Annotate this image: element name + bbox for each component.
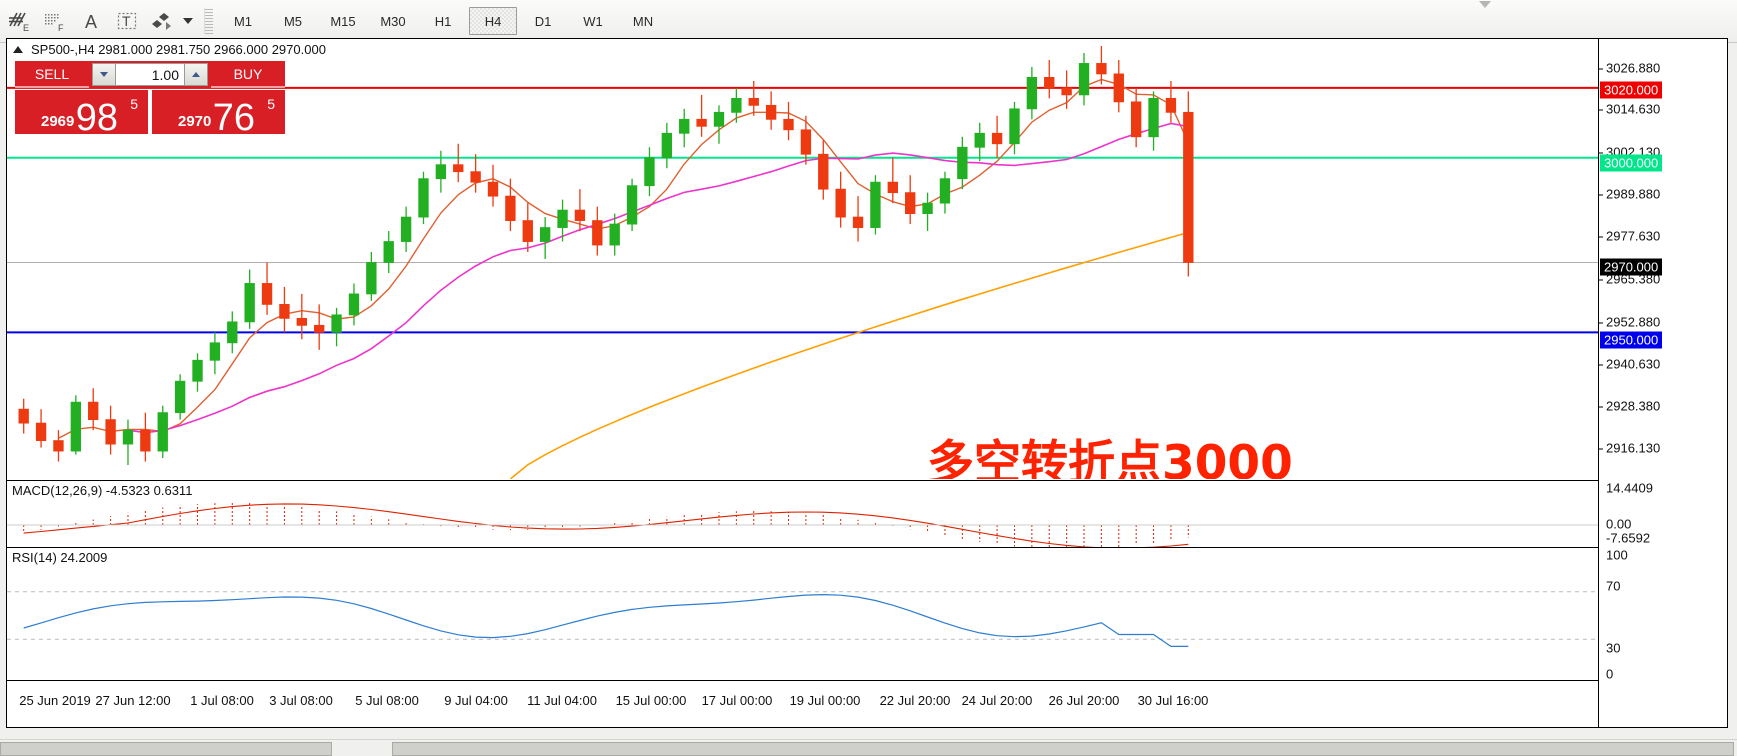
sell-price-prefix: 2969 xyxy=(41,113,75,130)
svg-text:E: E xyxy=(23,23,29,33)
objects-dropdown-caret-icon[interactable] xyxy=(180,6,196,36)
price-tick-label: 2940.630 xyxy=(1598,356,1661,372)
sell-price-quote[interactable]: 2969 98 5 xyxy=(15,90,148,139)
buy-price-fraction: 5 xyxy=(267,96,275,112)
timeframe-button-m30[interactable]: M30 xyxy=(380,13,406,29)
indicator-list-icon[interactable]: E xyxy=(2,6,36,36)
time-tick-label: 11 Jul 04:00 xyxy=(527,693,597,708)
chart-symbol-header: SP500-,H4 2981.000 2981.750 2966.000 297… xyxy=(13,42,326,57)
chart-annotation-text: 多空转折点3000 xyxy=(927,436,1293,479)
rsi-scale-label: 100 xyxy=(1606,547,1628,563)
text-tool-icon[interactable]: A xyxy=(74,6,108,36)
price-tick-label: 2928.380 xyxy=(1598,398,1661,414)
horizontal-scrollbar[interactable] xyxy=(0,739,1737,756)
svg-text:T: T xyxy=(122,13,131,29)
time-tick-label: 17 Jul 00:00 xyxy=(701,693,773,708)
timeframe-group: M1 M5 M15 M30 H1 H4 D1 W1 MN xyxy=(219,7,669,35)
rsi-label: RSI(14) 24.2009 xyxy=(12,550,108,565)
toolbar-separator xyxy=(204,8,213,34)
volume-increment-button[interactable] xyxy=(184,63,208,86)
candlestick-canvas xyxy=(7,45,1598,479)
time-tick-label: 25 Jun 2019 xyxy=(19,693,91,708)
timeframe-button-m15[interactable]: M15 xyxy=(330,13,356,29)
time-tick-label: 27 Jun 12:00 xyxy=(95,693,171,708)
time-axis[interactable]: 25 Jun 2019 27 Jun 12:00 1 Jul 08:00 3 Jul … xyxy=(7,680,1598,727)
macd-scale-label: -7.6592 xyxy=(1606,530,1651,546)
scrollbar-thumb-left[interactable] xyxy=(0,742,332,756)
timeframe-button-d1[interactable]: D1 xyxy=(534,13,552,29)
crosshair-grid-icon[interactable]: F xyxy=(38,6,72,36)
price-tick-label: 2952.880 xyxy=(1598,314,1661,330)
price-tick-label: 2977.630 xyxy=(1598,228,1661,244)
one-click-trading-header: SELL 1.00 BUY xyxy=(15,61,285,88)
timeframe-button-m5[interactable]: M5 xyxy=(283,13,303,29)
price-tick-label: 3026.880 xyxy=(1598,60,1661,76)
chart-header-text: SP500-,H4 2981.000 2981.750 2966.000 297… xyxy=(31,42,326,57)
objects-tool-icon[interactable] xyxy=(146,6,180,36)
timeframe-button-mn[interactable]: MN xyxy=(632,13,654,29)
time-tick-label: 30 Jul 16:00 xyxy=(1137,693,1209,708)
one-click-trading-panel[interactable]: SELL 1.00 BUY 2969 98 5 2970 76 5 xyxy=(15,61,285,139)
timeframe-button-h1[interactable]: H1 xyxy=(434,13,452,29)
buy-button[interactable]: BUY xyxy=(211,61,285,88)
price-axis[interactable]: 3026.880 3014.630 3002.130 2989.880 2977.630… xyxy=(1598,39,1727,727)
time-tick-label: 26 Jul 20:00 xyxy=(1048,693,1120,708)
price-tick-label: 2916.130 xyxy=(1598,440,1661,456)
sell-button[interactable]: SELL xyxy=(15,61,89,88)
macd-pane[interactable]: MACD(12,26,9) -4.5323 0.6311 xyxy=(7,480,1598,547)
sell-price-main: 98 xyxy=(75,97,118,139)
macd-scale-label: 0.00 xyxy=(1606,516,1632,532)
rsi-canvas xyxy=(7,591,1598,648)
price-tick-label: 2989.880 xyxy=(1598,186,1661,202)
rsi-scale-label: 0 xyxy=(1606,666,1614,682)
time-tick-label: 5 Jul 08:00 xyxy=(355,693,419,708)
collapse-triangle-icon[interactable] xyxy=(13,46,23,53)
time-tick-label: 19 Jul 00:00 xyxy=(789,693,861,708)
macd-scale-label: 14.4409 xyxy=(1606,480,1653,496)
time-tick-label: 9 Jul 04:00 xyxy=(444,693,508,708)
rsi-pane[interactable]: RSI(14) 24.2009 xyxy=(7,547,1598,681)
macd-canvas xyxy=(7,502,1598,547)
price-tick-label: 3014.630 xyxy=(1598,101,1661,117)
time-tick-label: 24 Jul 20:00 xyxy=(961,693,1033,708)
time-tick-label: 15 Jul 00:00 xyxy=(615,693,687,708)
price-level-chip[interactable]: 2950.000 xyxy=(1600,331,1663,349)
time-tick-label: 1 Jul 08:00 xyxy=(190,693,254,708)
price-level-chip[interactable]: 3020.000 xyxy=(1600,81,1663,99)
panel-collapse-icon[interactable] xyxy=(1479,1,1491,8)
timeframe-button-h4[interactable]: H4 xyxy=(469,7,517,35)
sell-price-fraction: 5 xyxy=(130,96,138,112)
main-toolbar: E F A xyxy=(0,0,1737,43)
rsi-scale-label: 70 xyxy=(1606,578,1621,594)
time-tick-label: 3 Jul 08:00 xyxy=(269,693,333,708)
text-label-tool-icon[interactable]: T xyxy=(110,6,144,36)
price-level-chip[interactable]: 2970.000 xyxy=(1600,258,1663,276)
price-level-chip[interactable]: 3000.000 xyxy=(1600,154,1663,172)
buy-price-prefix: 2970 xyxy=(178,113,212,130)
buy-price-main: 76 xyxy=(212,97,255,139)
price-quotes-row: 2969 98 5 2970 76 5 xyxy=(15,90,285,139)
volume-decrement-button[interactable] xyxy=(92,63,116,86)
macd-label: MACD(12,26,9) -4.5323 0.6311 xyxy=(12,483,193,498)
price-pane[interactable]: 多空转折点3000 xyxy=(7,39,1598,479)
svg-text:F: F xyxy=(58,23,64,33)
time-tick-label: 22 Jul 20:00 xyxy=(879,693,951,708)
chart-window[interactable]: SP500-,H4 2981.000 2981.750 2966.000 297… xyxy=(6,38,1728,728)
svg-text:A: A xyxy=(85,12,97,32)
buy-price-quote[interactable]: 2970 76 5 xyxy=(152,90,285,139)
timeframe-button-m1[interactable]: M1 xyxy=(233,13,253,29)
timeframe-button-w1[interactable]: W1 xyxy=(583,13,603,29)
scrollbar-thumb-main[interactable] xyxy=(392,742,1734,756)
rsi-scale-label: 30 xyxy=(1606,640,1621,656)
volume-input[interactable]: 1.00 xyxy=(116,63,184,86)
volume-control: 1.00 xyxy=(89,61,211,88)
